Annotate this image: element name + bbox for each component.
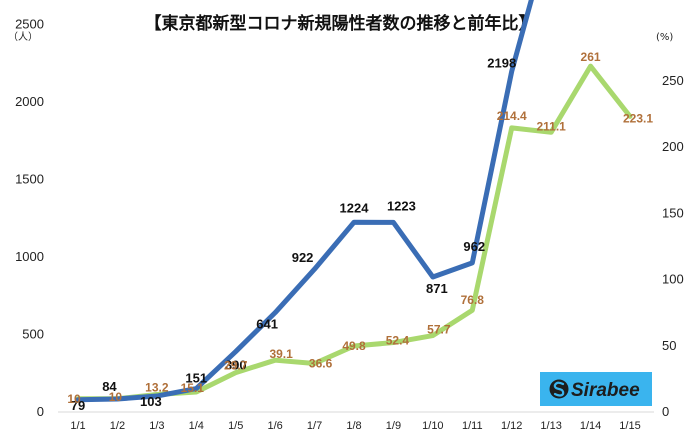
data-label-yoy-percent: 39.1: [269, 347, 293, 361]
data-labels: 7984103151390641922122412238719622198312…: [67, 50, 653, 413]
right-tick-label: 0: [662, 404, 669, 419]
chart-title: 【東京都新型コロナ新規陽性者数の推移と前年比】: [145, 13, 536, 34]
series-lines: [75, 0, 633, 403]
x-tick-label: 1/6: [267, 420, 282, 432]
data-label-yoy-percent: 57.7: [427, 323, 451, 337]
data-label-yoy-percent: 49.8: [342, 339, 366, 353]
x-tick-label: 1/4: [189, 420, 204, 432]
data-label-yoy-percent: 52.4: [386, 334, 410, 348]
right-tick-label: 250: [662, 73, 684, 88]
data-label-yoy-percent: 36.6: [309, 357, 333, 371]
data-label-yoy-percent: 10: [67, 392, 81, 406]
data-label-new-cases: 641: [256, 317, 278, 332]
data-label-new-cases: 871: [426, 281, 448, 296]
data-label-yoy-percent: 223.1: [623, 111, 653, 125]
logo-text: Sirabee: [571, 380, 640, 401]
series-line-new-cases: [75, 0, 534, 403]
x-tick-label: 1/15: [619, 420, 640, 432]
data-label-yoy-percent: 15.1: [181, 381, 205, 395]
right-tick-label: 150: [662, 205, 684, 220]
data-label-new-cases: 1223: [387, 198, 416, 213]
x-tick-label: 1/3: [149, 420, 164, 432]
data-label-yoy-percent: 10: [109, 390, 123, 404]
x-axis: 1/1 1/2 1/3 1/4 1/5 1/6 1/7 1/8 1/9 1/10 1/11 1/12 1…: [70, 420, 640, 432]
data-label-new-cases: 1224: [340, 200, 370, 215]
left-tick-label: 1000: [15, 249, 44, 264]
x-tick-label: 1/7: [307, 420, 322, 432]
data-label-new-cases: 79: [71, 398, 85, 413]
x-tick-label: 1/13: [540, 420, 561, 432]
x-tick-label: 1/1: [70, 420, 85, 432]
data-label-yoy-percent: 214.4: [497, 109, 527, 123]
data-label-new-cases: 390: [225, 358, 247, 373]
data-label-new-cases: 2198: [487, 55, 516, 70]
x-tick-label: 1/11: [462, 420, 483, 432]
data-label-yoy-percent: 76.8: [461, 293, 485, 307]
x-tick-label: 1/12: [501, 420, 522, 432]
left-tick-label: 500: [22, 327, 44, 342]
right-axis-unit: (%): [656, 32, 673, 43]
data-label-new-cases: 922: [292, 250, 314, 265]
x-tick-label: 1/9: [386, 420, 401, 432]
x-tick-label: 1/10: [422, 420, 443, 432]
data-label-new-cases: 151: [185, 371, 207, 386]
data-label-yoy-percent: 29.7: [224, 359, 248, 373]
sirabee-logo: Sirabee: [540, 372, 652, 406]
right-tick-label: 200: [662, 139, 684, 154]
right-axis: 0 50 100 150 200 250: [662, 73, 684, 419]
left-tick-label: 0: [37, 404, 44, 419]
data-label-new-cases: 84: [102, 379, 117, 394]
data-label-yoy-percent: 13.2: [145, 381, 169, 395]
data-label-new-cases: 103: [140, 394, 162, 409]
left-axis: 050010001500200025003000350040004500: [15, 17, 44, 420]
x-tick-label: 1/5: [228, 420, 243, 432]
x-tick-label: 1/14: [580, 420, 601, 432]
left-tick-label: 2000: [15, 94, 44, 109]
right-tick-label: 100: [662, 272, 684, 287]
x-tick-label: 1/8: [346, 420, 361, 432]
data-label-yoy-percent: 261: [581, 50, 601, 64]
sirabee-s-icon: [549, 379, 569, 399]
data-label-yoy-percent: 211.1: [536, 119, 566, 133]
data-label-new-cases: 962: [463, 239, 485, 254]
left-axis-unit: （人）: [8, 31, 38, 43]
right-tick-label: 50: [662, 338, 676, 353]
x-tick-label: 1/2: [110, 420, 125, 432]
left-tick-label: 2500: [15, 17, 44, 32]
left-tick-label: 1500: [15, 172, 44, 187]
